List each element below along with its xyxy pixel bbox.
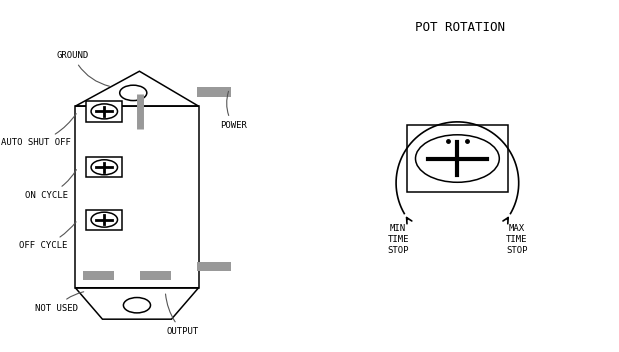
FancyBboxPatch shape: [76, 106, 199, 288]
Text: NOT USED: NOT USED: [35, 292, 84, 313]
Text: GROUND: GROUND: [57, 51, 110, 86]
FancyBboxPatch shape: [407, 125, 508, 192]
FancyBboxPatch shape: [197, 87, 232, 97]
Text: OUTPUT: OUTPUT: [165, 294, 199, 336]
Text: OFF CYCLE: OFF CYCLE: [19, 222, 76, 250]
Text: POWER: POWER: [220, 91, 247, 130]
Text: POT ROTATION: POT ROTATION: [415, 21, 506, 34]
FancyBboxPatch shape: [87, 101, 122, 121]
Text: ON CYCLE: ON CYCLE: [25, 170, 76, 200]
FancyBboxPatch shape: [83, 271, 113, 280]
FancyBboxPatch shape: [87, 157, 122, 177]
FancyBboxPatch shape: [140, 271, 171, 280]
Text: AUTO SHUT OFF: AUTO SHUT OFF: [1, 114, 76, 147]
Text: MAX
TIME
STOP: MAX TIME STOP: [506, 224, 527, 255]
FancyBboxPatch shape: [197, 262, 232, 271]
Text: MIN
TIME
STOP: MIN TIME STOP: [387, 224, 409, 255]
FancyBboxPatch shape: [87, 209, 122, 230]
